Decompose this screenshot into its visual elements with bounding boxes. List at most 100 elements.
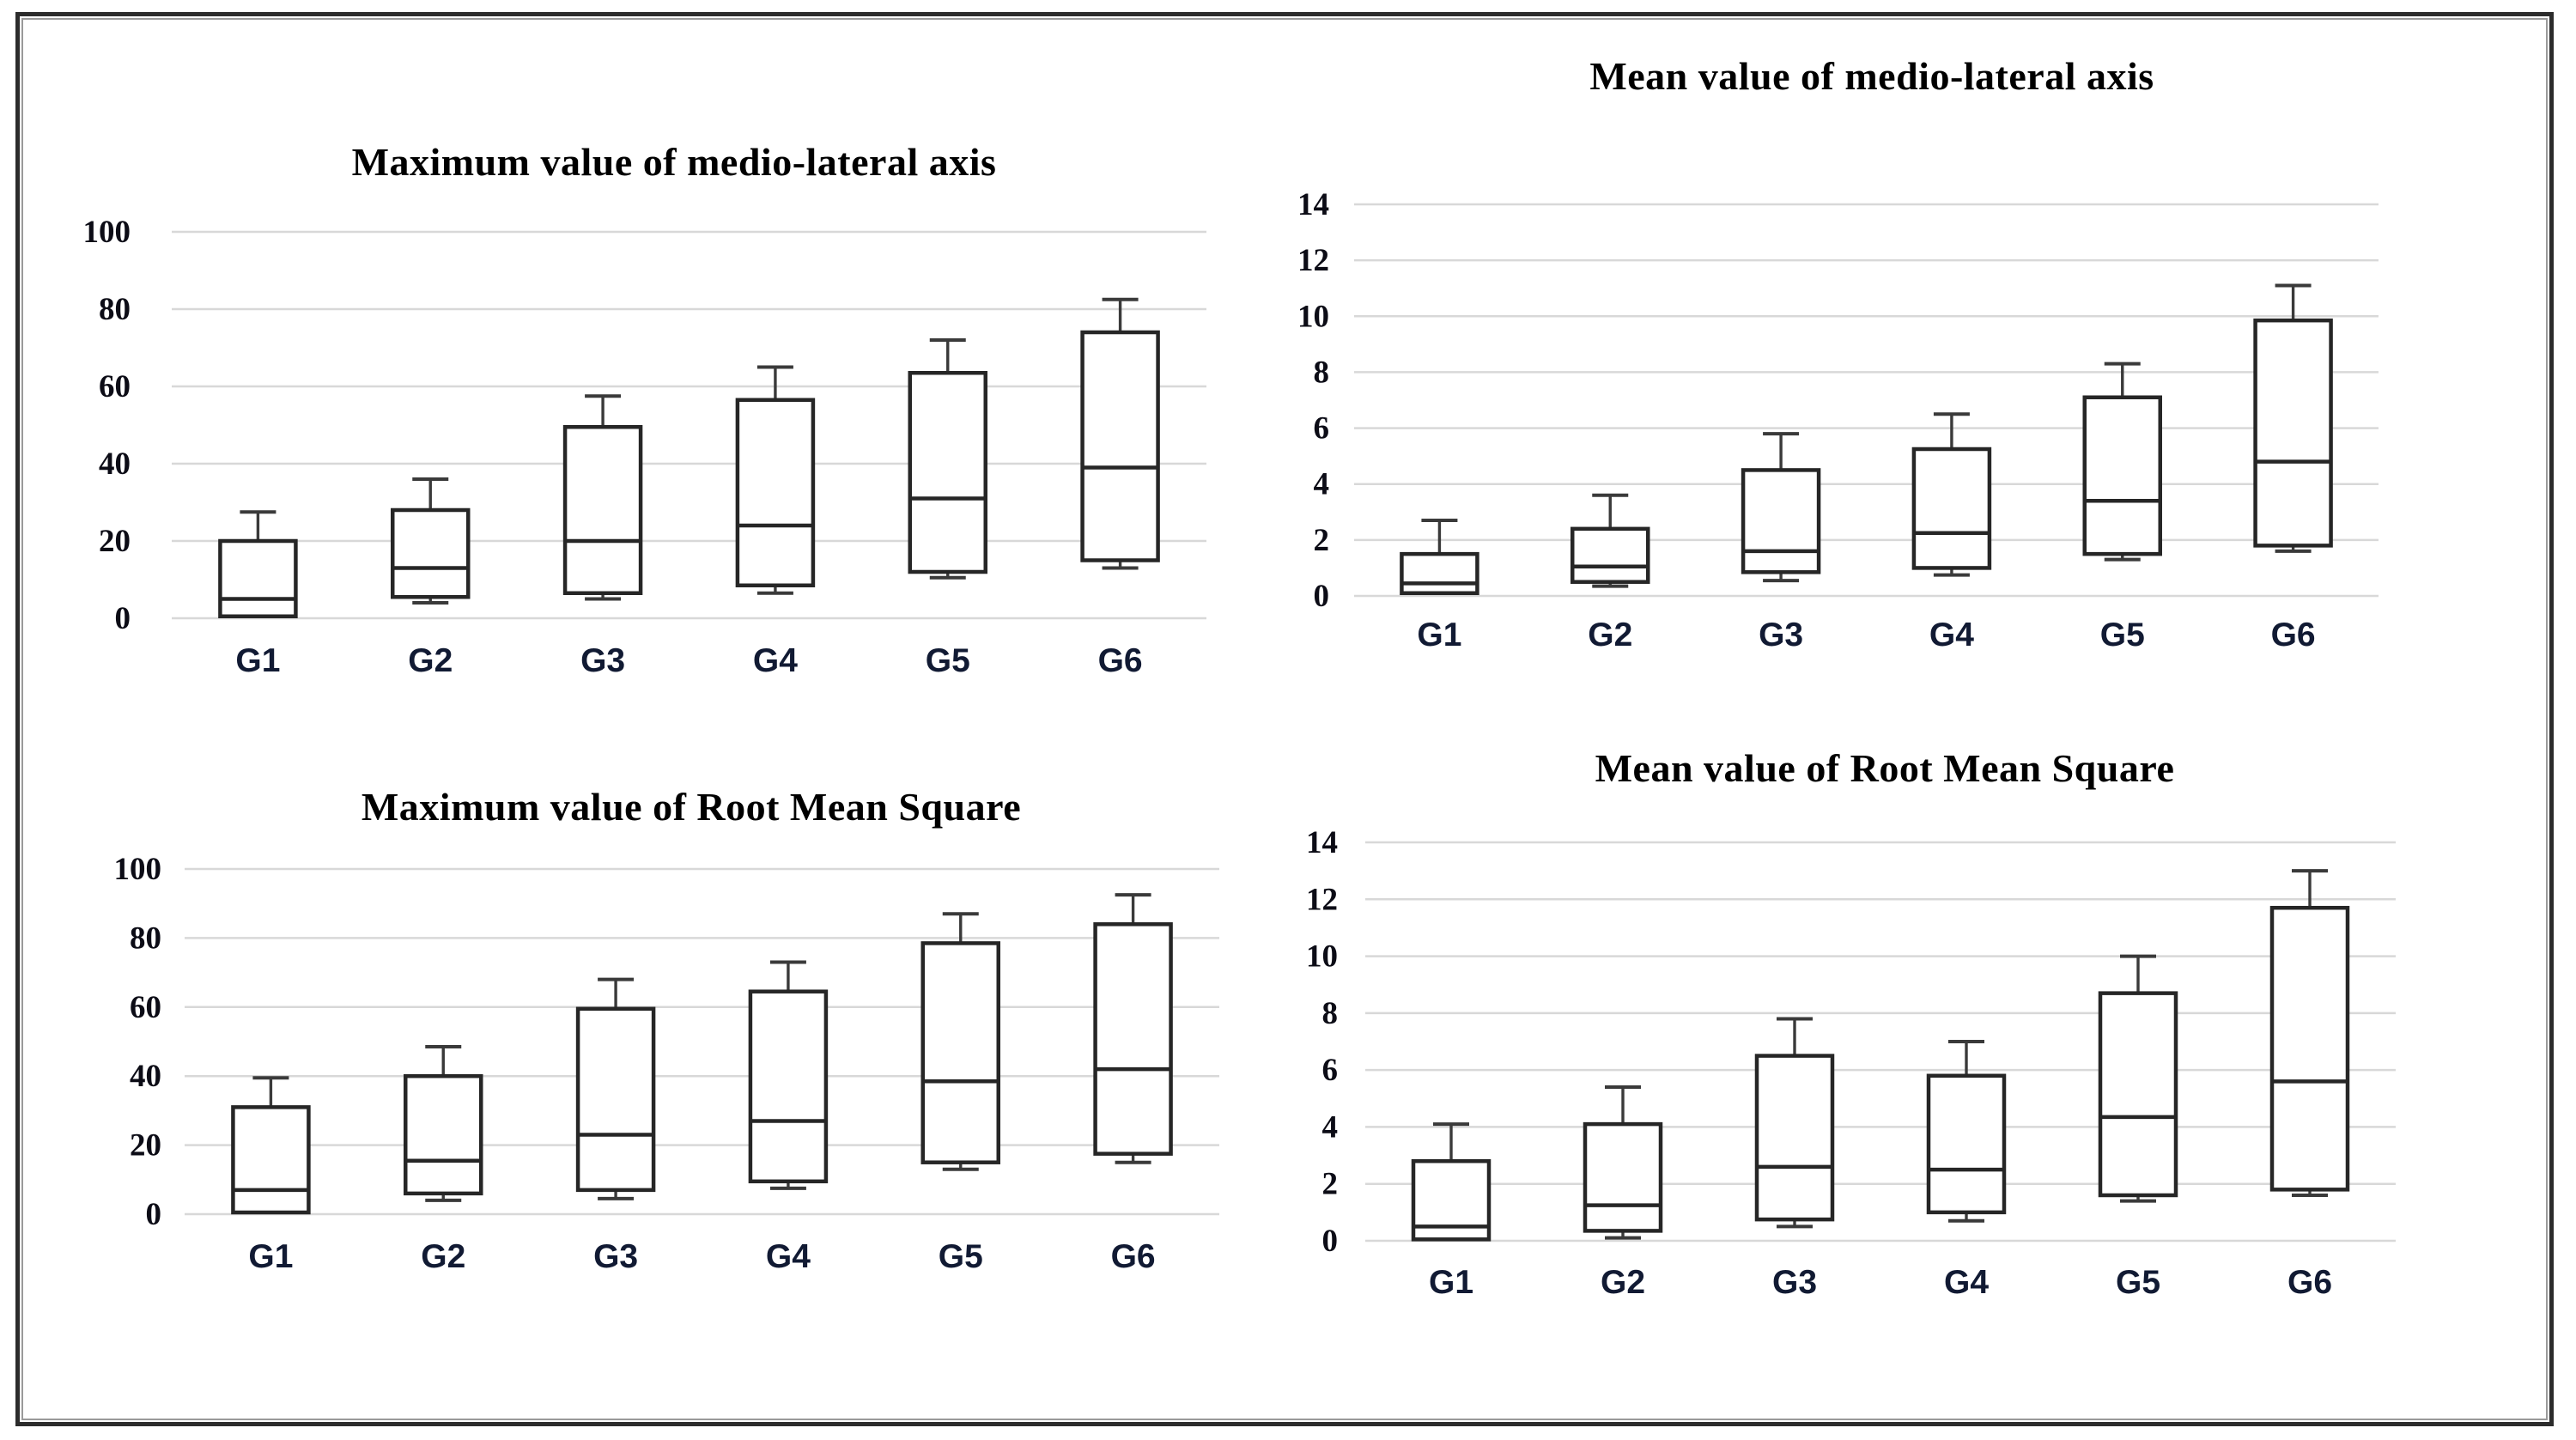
iqr-box [2269,905,2350,1192]
box-plot-G5 [2098,954,2178,1203]
category-label-G3: G3 [1759,617,1803,653]
y-tick-label: 100 [114,852,162,887]
box-plot-G6 [1080,297,1160,570]
box-plot-G4 [1926,1040,2007,1223]
box-plot-G2 [1583,1085,1663,1240]
box-plot-G5 [908,338,987,580]
iqr-box [1926,1073,2007,1215]
iqr-box [231,1105,311,1215]
category-label-G3: G3 [1772,1264,1817,1301]
box-plot-G3 [575,977,656,1200]
category-label-G2: G2 [408,642,453,679]
y-tick-label: 80 [99,292,131,327]
iqr-box [735,398,816,587]
chart-mean-medio-lateral: 0 2 4 6 8 10 12 14 G1 G2 G3 G4 G5 G6 [1297,187,2379,653]
gridlines [1365,841,2396,1243]
chart-title-max-root-mean-square: Maximum value of Root Mean Square [361,785,1022,829]
chart-mean-root-mean-square: 0 2 4 6 8 10 12 14 G1 G2 G3 G4 G5 G6 [1306,825,2396,1301]
y-tick-label: 0 [1314,579,1330,614]
chart-max-root-mean-square: 0 20 40 60 80 100 G1 G2 G3 G4 G5 G6 [114,852,1219,1275]
y-axis-tick-labels: 0 2 4 6 8 10 12 14 [1306,825,1338,1259]
category-label-G3: G3 [580,642,625,679]
box-plot-G1 [1411,1122,1492,1242]
y-tick-label: 4 [1314,467,1330,502]
y-tick-label: 6 [1314,411,1330,447]
box-plot-G2 [1571,493,1650,588]
category-label-G6: G6 [1098,642,1143,679]
y-tick-label: 8 [1322,996,1339,1031]
box-plot-G2 [391,477,471,605]
category-label-G4: G4 [1929,617,1974,653]
iqr-box [1571,526,1650,584]
y-tick-label: 100 [83,215,131,250]
gridlines [185,867,1219,1216]
iqr-box [2253,318,2333,548]
iqr-box [2082,395,2162,556]
iqr-box [1583,1121,1663,1233]
iqr-box [1754,1054,1835,1222]
box-plot-G4 [735,365,816,595]
iqr-box [1741,468,1821,574]
box-plot-G3 [1741,432,1821,583]
y-tick-label: 0 [1322,1224,1339,1259]
y-tick-label: 40 [99,447,131,482]
y-tick-label: 14 [1306,825,1338,860]
y-tick-label: 20 [99,524,131,559]
category-label-G4: G4 [1944,1264,1989,1301]
category-label-G2: G2 [421,1238,465,1275]
iqr-box [575,1006,656,1193]
y-tick-label: 4 [1322,1109,1339,1145]
iqr-box [1400,551,1479,595]
category-label-G4: G4 [766,1238,811,1275]
chart-max-medio-lateral: 0 20 40 60 80 100 G1 G2 G3 G4 G5 G6 [83,215,1206,679]
iqr-box [2098,991,2178,1198]
y-tick-label: 10 [1306,939,1338,975]
iqr-box [748,989,829,1184]
box-plot-G3 [1754,1017,1835,1229]
gridlines [172,230,1206,620]
chart-title-max-medio-lateral: Maximum value of medio-lateral axis [351,140,997,184]
box-plot-G5 [2082,362,2162,562]
category-label-G3: G3 [593,1238,638,1275]
box-plot-G5 [920,912,1000,1171]
category-label-G1: G1 [248,1238,293,1275]
category-label-G4: G4 [753,642,798,679]
category-label-G6: G6 [2271,617,2316,653]
category-label-G1: G1 [1429,1264,1473,1301]
y-tick-label: 20 [130,1128,161,1164]
y-tick-label: 80 [130,921,161,956]
box-plot-G1 [218,510,298,618]
box-plot-G4 [748,960,829,1190]
iqr-box [1080,330,1160,562]
chart-title-mean-medio-lateral: Mean value of medio-lateral axis [1589,54,2154,98]
category-label-G2: G2 [1601,1264,1645,1301]
y-tick-label: 12 [1306,882,1338,917]
chart-title-mean-root-mean-square: Mean value of Root Mean Square [1595,746,2175,790]
category-label-G5: G5 [2116,1264,2160,1301]
gridlines [1354,203,2379,598]
iqr-box [562,425,643,595]
box-plot-G6 [2253,283,2333,553]
iqr-box [1911,447,1992,570]
box-plot-G1 [1400,519,1479,595]
category-label-G1: G1 [235,642,280,679]
iqr-box [920,941,1000,1164]
y-tick-label: 8 [1314,355,1330,390]
iqr-box [391,507,471,599]
category-label-G6: G6 [2287,1264,2332,1301]
box-plot-G4 [1911,412,1992,577]
y-tick-label: 6 [1322,1053,1339,1088]
y-tick-label: 14 [1297,187,1329,222]
y-tick-label: 40 [130,1059,161,1094]
category-label-G5: G5 [939,1238,983,1275]
y-axis-tick-labels: 0 20 40 60 80 100 [83,215,131,636]
box-plot-G6 [2269,869,2350,1197]
category-label-G2: G2 [1588,617,1632,653]
y-tick-label: 12 [1297,243,1329,278]
box-plot-G6 [1093,893,1173,1164]
y-axis-tick-labels: 0 2 4 6 8 10 12 14 [1297,187,1329,614]
iqr-box [908,371,987,574]
box-plot-G3 [562,394,643,601]
iqr-box [218,538,298,618]
